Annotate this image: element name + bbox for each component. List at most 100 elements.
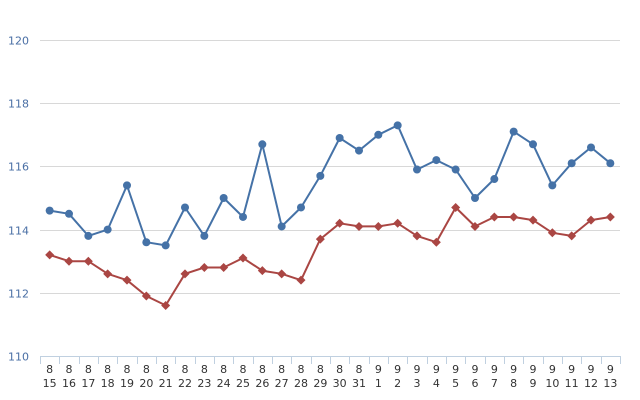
data-point bbox=[103, 269, 113, 279]
series-2 bbox=[45, 202, 615, 310]
x-tick-month: 8 bbox=[220, 363, 227, 376]
data-point bbox=[84, 231, 93, 240]
x-tick-day: 24 bbox=[217, 377, 231, 390]
x-tick-day: 13 bbox=[603, 377, 617, 390]
gridlines bbox=[40, 40, 620, 357]
x-axis: 8158168178188198208218228238248258268278… bbox=[40, 356, 621, 390]
data-point bbox=[103, 225, 112, 234]
data-point bbox=[335, 218, 345, 228]
data-point bbox=[393, 218, 403, 228]
x-tick-day: 8 bbox=[510, 377, 517, 390]
x-tick-day: 2 bbox=[394, 377, 401, 390]
data-point bbox=[412, 231, 422, 241]
series-line bbox=[49, 124, 611, 247]
x-tick-month: 9 bbox=[607, 363, 614, 376]
x-tick-day: 23 bbox=[197, 377, 211, 390]
data-point bbox=[161, 241, 170, 250]
x-tick-day: 5 bbox=[452, 377, 459, 390]
data-point bbox=[567, 159, 576, 168]
x-tick-day: 12 bbox=[584, 377, 598, 390]
y-axis: 110 112 114 116 118 120 bbox=[8, 35, 29, 364]
data-point bbox=[354, 221, 364, 231]
x-tick-day: 6 bbox=[472, 377, 479, 390]
x-tick-month: 9 bbox=[568, 363, 575, 376]
data-point bbox=[219, 263, 229, 273]
y-tick-label: 116 bbox=[8, 161, 29, 174]
x-tick-month: 8 bbox=[336, 363, 343, 376]
data-point bbox=[586, 215, 596, 225]
data-point bbox=[335, 133, 344, 142]
data-point bbox=[605, 212, 615, 222]
x-tick-day: 1 bbox=[375, 377, 382, 390]
x-tick-day: 15 bbox=[43, 377, 57, 390]
x-tick-day: 22 bbox=[178, 377, 192, 390]
data-point bbox=[431, 237, 441, 247]
data-point bbox=[470, 221, 480, 231]
x-tick-month: 8 bbox=[143, 363, 150, 376]
data-point bbox=[316, 171, 325, 180]
x-tick-month: 9 bbox=[433, 363, 440, 376]
x-tick-day: 26 bbox=[255, 377, 269, 390]
x-tick-day: 25 bbox=[236, 377, 250, 390]
data-point bbox=[548, 181, 557, 190]
x-tick-month: 8 bbox=[201, 363, 208, 376]
data-point bbox=[142, 238, 151, 247]
data-point bbox=[238, 253, 248, 263]
data-point bbox=[315, 234, 325, 244]
x-tick-month: 8 bbox=[317, 363, 324, 376]
data-point bbox=[606, 159, 615, 168]
data-point bbox=[432, 156, 441, 165]
data-point bbox=[509, 127, 518, 136]
data-point bbox=[64, 256, 74, 266]
x-tick-month: 8 bbox=[182, 363, 189, 376]
data-point bbox=[296, 275, 306, 285]
data-point bbox=[257, 266, 267, 276]
x-tick-day: 27 bbox=[275, 377, 289, 390]
x-tick-day: 7 bbox=[491, 377, 498, 390]
data-point bbox=[413, 165, 421, 174]
data-point bbox=[200, 231, 209, 240]
x-tick-month: 9 bbox=[510, 363, 517, 376]
data-point bbox=[199, 263, 209, 273]
y-tick-label: 120 bbox=[8, 35, 29, 48]
series-line bbox=[49, 206, 611, 307]
data-point bbox=[528, 215, 538, 225]
data-point bbox=[45, 250, 55, 260]
data-point bbox=[547, 228, 557, 238]
x-tick-day: 10 bbox=[545, 377, 559, 390]
x-tick-month: 9 bbox=[530, 363, 537, 376]
series-1 bbox=[45, 121, 615, 250]
x-tick-day: 3 bbox=[414, 377, 421, 390]
x-tick-month: 9 bbox=[452, 363, 459, 376]
x-tick-month: 8 bbox=[259, 363, 266, 376]
x-tick-month: 9 bbox=[414, 363, 421, 376]
data-point bbox=[529, 140, 537, 149]
x-tick-month: 8 bbox=[85, 363, 92, 376]
data-point bbox=[490, 175, 499, 184]
x-tick-month: 8 bbox=[298, 363, 305, 376]
data-point bbox=[451, 165, 460, 174]
y-tick-label: 110 bbox=[8, 351, 29, 364]
x-tick-month: 9 bbox=[588, 363, 595, 376]
data-point bbox=[393, 121, 402, 130]
data-point bbox=[122, 275, 132, 285]
x-tick-day: 4 bbox=[433, 377, 440, 390]
x-tick-month: 8 bbox=[356, 363, 363, 376]
y-tick-label: 112 bbox=[8, 288, 29, 301]
data-point bbox=[181, 203, 189, 212]
x-tick-month: 9 bbox=[472, 363, 479, 376]
data-point bbox=[83, 256, 93, 266]
data-point bbox=[489, 212, 499, 222]
series-layer bbox=[45, 121, 615, 310]
data-point bbox=[355, 146, 363, 155]
data-point bbox=[277, 269, 287, 279]
data-point bbox=[180, 269, 190, 279]
y-tick-label: 118 bbox=[8, 98, 29, 111]
x-tick-day: 18 bbox=[101, 377, 115, 390]
data-point bbox=[65, 209, 73, 218]
data-point bbox=[374, 130, 383, 139]
data-point bbox=[373, 221, 383, 231]
x-tick-month: 8 bbox=[162, 363, 169, 376]
data-point bbox=[258, 140, 267, 149]
data-point bbox=[141, 291, 151, 301]
